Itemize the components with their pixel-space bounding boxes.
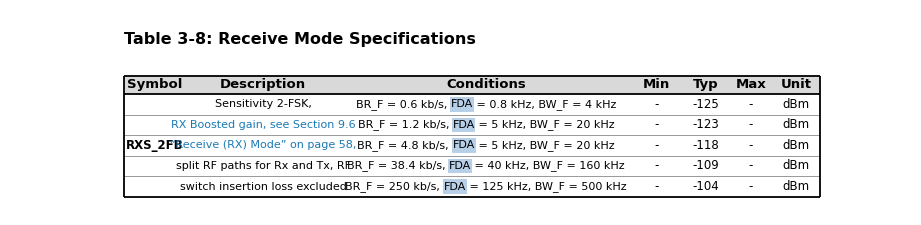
Text: Conditions: Conditions <box>446 78 526 91</box>
Text: “Receive (RX) Mode” on page 58,: “Receive (RX) Mode” on page 58, <box>169 140 356 151</box>
Text: BR_F = 250 kb/s,: BR_F = 250 kb/s, <box>345 181 444 192</box>
Text: = 125 kHz, BW_F = 500 kHz: = 125 kHz, BW_F = 500 kHz <box>466 181 626 192</box>
Text: dBm: dBm <box>783 118 810 131</box>
Text: -: - <box>655 160 659 173</box>
Text: Sensitivity 2-FSK,: Sensitivity 2-FSK, <box>215 99 311 109</box>
Text: BR_F = 38.4 kb/s,: BR_F = 38.4 kb/s, <box>347 161 449 171</box>
Text: split RF paths for Rx and Tx, RF: split RF paths for Rx and Tx, RF <box>176 161 351 171</box>
Text: FDA: FDA <box>450 99 472 109</box>
Text: Min: Min <box>643 78 670 91</box>
Text: FDA: FDA <box>444 182 466 191</box>
Text: -: - <box>749 180 752 193</box>
Text: = 5 kHz, BW_F = 20 kHz: = 5 kHz, BW_F = 20 kHz <box>475 140 614 151</box>
Bar <box>449 159 472 173</box>
Text: -: - <box>749 139 752 152</box>
Text: = 0.8 kHz, BW_F = 4 kHz: = 0.8 kHz, BW_F = 4 kHz <box>472 99 616 110</box>
Text: BR_F = 1.2 kb/s,: BR_F = 1.2 kb/s, <box>357 119 452 130</box>
Text: FDA: FDA <box>449 161 472 171</box>
Text: dBm: dBm <box>783 160 810 173</box>
Text: Description: Description <box>220 78 306 91</box>
Text: -104: -104 <box>692 180 718 193</box>
Bar <box>443 179 467 194</box>
Text: -123: -123 <box>692 118 718 131</box>
Text: -: - <box>655 118 659 131</box>
Bar <box>123 76 821 94</box>
Text: Typ: Typ <box>693 78 718 91</box>
Text: dBm: dBm <box>783 98 810 111</box>
Text: dBm: dBm <box>783 180 810 193</box>
Text: FDA: FDA <box>452 120 474 130</box>
Text: switch insertion loss excluded: switch insertion loss excluded <box>180 182 346 191</box>
Text: Symbol: Symbol <box>127 78 182 91</box>
Bar <box>452 118 475 132</box>
Text: = 40 kHz, BW_F = 160 kHz: = 40 kHz, BW_F = 160 kHz <box>472 161 625 171</box>
Text: FDA: FDA <box>452 140 475 151</box>
Text: -: - <box>655 139 659 152</box>
Text: -109: -109 <box>692 160 718 173</box>
Text: BR_F = 4.8 kb/s,: BR_F = 4.8 kb/s, <box>357 140 452 151</box>
Text: BR_F = 0.6 kb/s,: BR_F = 0.6 kb/s, <box>356 99 450 110</box>
Text: -125: -125 <box>692 98 718 111</box>
Text: = 5 kHz, BW_F = 20 kHz: = 5 kHz, BW_F = 20 kHz <box>474 119 614 130</box>
Text: -118: -118 <box>692 139 718 152</box>
Text: -: - <box>749 98 752 111</box>
Text: -: - <box>749 160 752 173</box>
Text: Table 3-8: Receive Mode Specifications: Table 3-8: Receive Mode Specifications <box>123 32 475 47</box>
Text: -: - <box>655 98 659 111</box>
Text: RX Boosted gain, see Section 9.6: RX Boosted gain, see Section 9.6 <box>170 120 356 130</box>
Text: -: - <box>749 118 752 131</box>
Text: -: - <box>655 180 659 193</box>
Text: Unit: Unit <box>780 78 811 91</box>
Text: Max: Max <box>735 78 766 91</box>
Bar <box>452 138 475 153</box>
Text: RXS_2FB: RXS_2FB <box>126 139 184 152</box>
Text: dBm: dBm <box>783 139 810 152</box>
Bar <box>449 97 473 112</box>
